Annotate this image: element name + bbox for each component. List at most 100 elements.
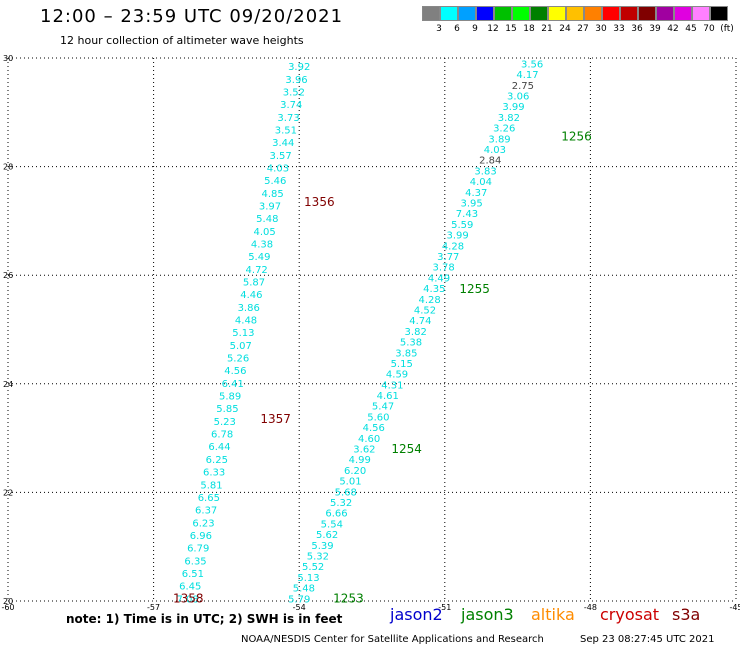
wave-height-value: 3.77 — [437, 252, 459, 263]
color-scale-swatch — [566, 6, 584, 21]
wave-height-value: 4.56 — [363, 423, 385, 434]
wave-height-value: 3.96 — [285, 75, 307, 86]
wave-height-value: 5.13 — [232, 328, 254, 339]
wave-height-value: 5.48 — [293, 584, 315, 595]
color-scale-label: 9 — [472, 24, 478, 34]
wave-height-value: 7.43 — [456, 209, 478, 220]
pass-number-label: 1253 — [333, 591, 364, 605]
wave-height-value: 5.13 — [297, 573, 319, 584]
value-layer: 3.923.963.523.743.733.513.443.574.035.46… — [176, 59, 543, 605]
wave-height-value: 3.99 — [446, 231, 468, 242]
legend-entry-jason2: jason2 — [390, 605, 443, 624]
color-scale-swatch — [458, 6, 476, 21]
wave-height-value: 6.79 — [187, 544, 209, 555]
color-scale-label: 36 — [631, 24, 643, 34]
wave-height-value: 4.85 — [261, 189, 283, 200]
wave-height-value: 5.26 — [227, 354, 249, 365]
pass-number-label: 1256 — [561, 130, 592, 144]
wave-height-value: 3.51 — [275, 125, 297, 136]
wave-height-value: 6.37 — [195, 506, 217, 517]
legend-entry-jason3: jason3 — [461, 605, 514, 624]
wave-height-value: 3.52 — [283, 87, 305, 98]
pass-number-label: 1254 — [391, 442, 422, 456]
wave-height-value: 4.28 — [419, 295, 441, 306]
wave-height-value: 2.84 — [479, 156, 501, 167]
color-scale-label: 70 — [703, 24, 715, 34]
wave-height-value: 3.83 — [474, 166, 496, 177]
wave-height-value: 5.39 — [311, 541, 333, 552]
wave-height-value: 6.20 — [344, 466, 366, 477]
wave-height-value: 4.46 — [240, 290, 262, 301]
wave-height-value: 5.07 — [230, 341, 252, 352]
color-scale-swatch — [656, 6, 674, 21]
wave-height-value: 5.85 — [216, 404, 238, 415]
wave-height-value: 5.15 — [391, 359, 413, 370]
wave-height-value: 4.60 — [358, 434, 380, 445]
wave-height-value: 4.56 — [224, 366, 246, 377]
wave-height-value: 6.45 — [179, 582, 201, 593]
wave-height-value: 6.65 — [198, 493, 220, 504]
wave-height-value: 6.78 — [211, 430, 233, 441]
wave-height-value: 3.99 — [502, 102, 524, 113]
y-tick-label: 28 — [3, 163, 13, 172]
wave-height-value: 3.56 — [521, 59, 543, 70]
pass-number-label: 1255 — [459, 282, 490, 296]
pass-number-label: 1356 — [304, 195, 335, 209]
wave-height-value: 5.47 — [372, 402, 394, 413]
wave-height-value: 4.52 — [414, 305, 436, 316]
wave-height-value: 4.05 — [254, 227, 276, 238]
color-scale-label: 39 — [649, 24, 661, 34]
color-scale-label: 15 — [505, 24, 517, 34]
pass-number-label: 1358 — [173, 591, 204, 605]
wave-height-value: 4.61 — [377, 391, 399, 402]
wave-height-value: 4.99 — [349, 455, 371, 466]
wave-height-value: 5.48 — [256, 214, 278, 225]
color-scale-label: 42 — [667, 24, 679, 34]
credit-line: NOAA/NESDIS Center for Satellite Applica… — [241, 634, 544, 645]
wave-height-value: 3.78 — [433, 263, 455, 274]
wave-height-value: 5.54 — [321, 519, 343, 530]
wave-height-value: 4.72 — [246, 265, 268, 276]
y-tick-label: 22 — [3, 488, 13, 497]
color-scale-label: 12 — [487, 24, 499, 34]
wave-height-value: 5.32 — [307, 551, 329, 562]
wave-height-value: 6.23 — [192, 518, 214, 529]
legend-entry-s3a: s3a — [672, 605, 701, 624]
legend-entry-altika: altika — [531, 605, 575, 624]
wave-height-value: 3.73 — [277, 113, 299, 124]
y-tick-label: 24 — [3, 380, 13, 389]
color-scale-swatch — [440, 6, 458, 21]
color-scale-unit: (ft) — [720, 24, 734, 34]
wave-height-value: 5.79 — [288, 594, 310, 605]
y-tick-label: 30 — [3, 54, 13, 63]
wave-height-value: 6.33 — [203, 468, 225, 479]
x-tick-label: -48 — [584, 603, 597, 612]
color-scale-label: 21 — [541, 24, 553, 34]
annotation-layer: 1356 1357 1358 1256 1255 1254 1253 — [173, 130, 592, 606]
wave-height-value: 5.01 — [339, 477, 361, 488]
wave-height-value: 6.44 — [208, 442, 230, 453]
wave-height-value: 4.28 — [442, 241, 464, 252]
wave-height-value: 5.46 — [264, 176, 286, 187]
wave-height-value: 4.59 — [386, 370, 408, 381]
wave-height-value: 3.89 — [488, 134, 510, 145]
color-scale-swatch — [710, 6, 728, 21]
wave-height-value: 4.03 — [267, 164, 289, 175]
color-scale-swatch — [638, 6, 656, 21]
wave-height-value: 3.44 — [272, 138, 294, 149]
wave-height-value: 6.96 — [190, 531, 212, 542]
wave-height-value: 5.68 — [335, 487, 357, 498]
x-tick-label: -51 — [438, 603, 451, 612]
wave-height-value: 2.75 — [512, 81, 534, 92]
x-tick-label: -60 — [1, 603, 14, 612]
wave-height-value: 6.51 — [182, 569, 204, 580]
x-tick-label: -54 — [293, 603, 306, 612]
wave-height-value: 3.82 — [498, 113, 520, 124]
wave-height-value: 5.62 — [316, 530, 338, 541]
pass-number-label: 1357 — [260, 412, 291, 426]
color-scale-swatch — [494, 6, 512, 21]
wave-height-value: 3.97 — [259, 202, 281, 213]
y-tick-label: 26 — [3, 271, 13, 280]
wave-height-value: 6.41 — [222, 379, 244, 390]
